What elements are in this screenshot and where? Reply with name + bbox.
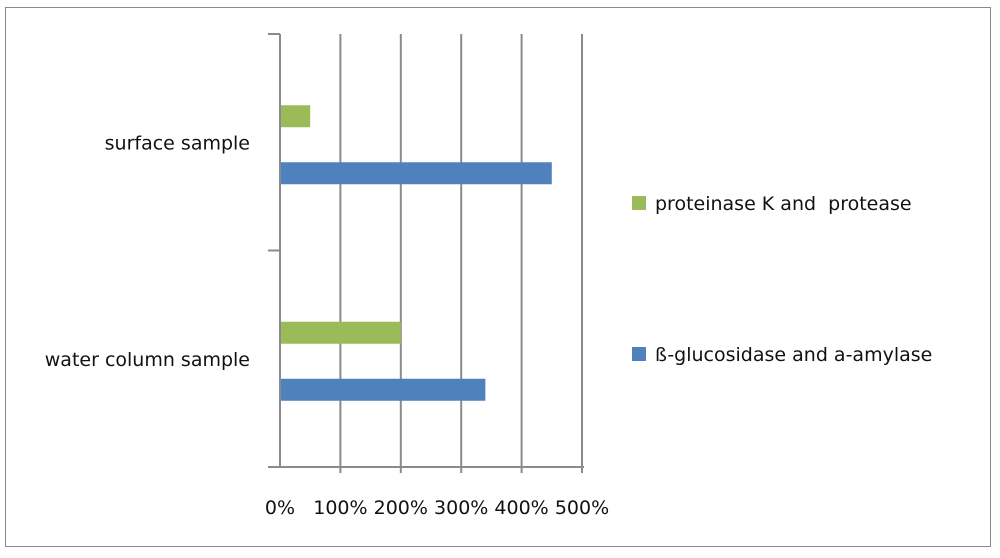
legend-swatch bbox=[632, 196, 646, 210]
legend-swatch bbox=[632, 347, 646, 361]
x-tick-label: 300% bbox=[434, 497, 488, 519]
gridlines bbox=[268, 33, 583, 473]
legend-label: proteinase K and protease bbox=[655, 193, 912, 215]
bar bbox=[280, 378, 486, 401]
bar bbox=[280, 162, 552, 185]
x-tick-label: 500% bbox=[555, 497, 609, 519]
x-tick-label: 200% bbox=[374, 497, 428, 519]
x-tick-label: 400% bbox=[494, 497, 548, 519]
category-labels: water column sample surface sample bbox=[45, 132, 250, 371]
legend-label: ß-glucosidase and a-amylase bbox=[655, 344, 932, 366]
legend: proteinase K and protease ß-glucosidase a… bbox=[632, 193, 932, 366]
axes bbox=[268, 34, 584, 468]
category-label: surface sample bbox=[105, 132, 250, 154]
bar bbox=[280, 105, 311, 128]
chart-frame bbox=[5, 7, 991, 547]
x-tick-labels: 0% 100% 200% 300% 400% 500% bbox=[265, 497, 609, 519]
x-tick-label: 0% bbox=[265, 497, 295, 519]
bar bbox=[280, 321, 401, 344]
category-label: water column sample bbox=[45, 349, 250, 371]
bars bbox=[280, 105, 552, 401]
x-tick-label: 100% bbox=[313, 497, 367, 519]
